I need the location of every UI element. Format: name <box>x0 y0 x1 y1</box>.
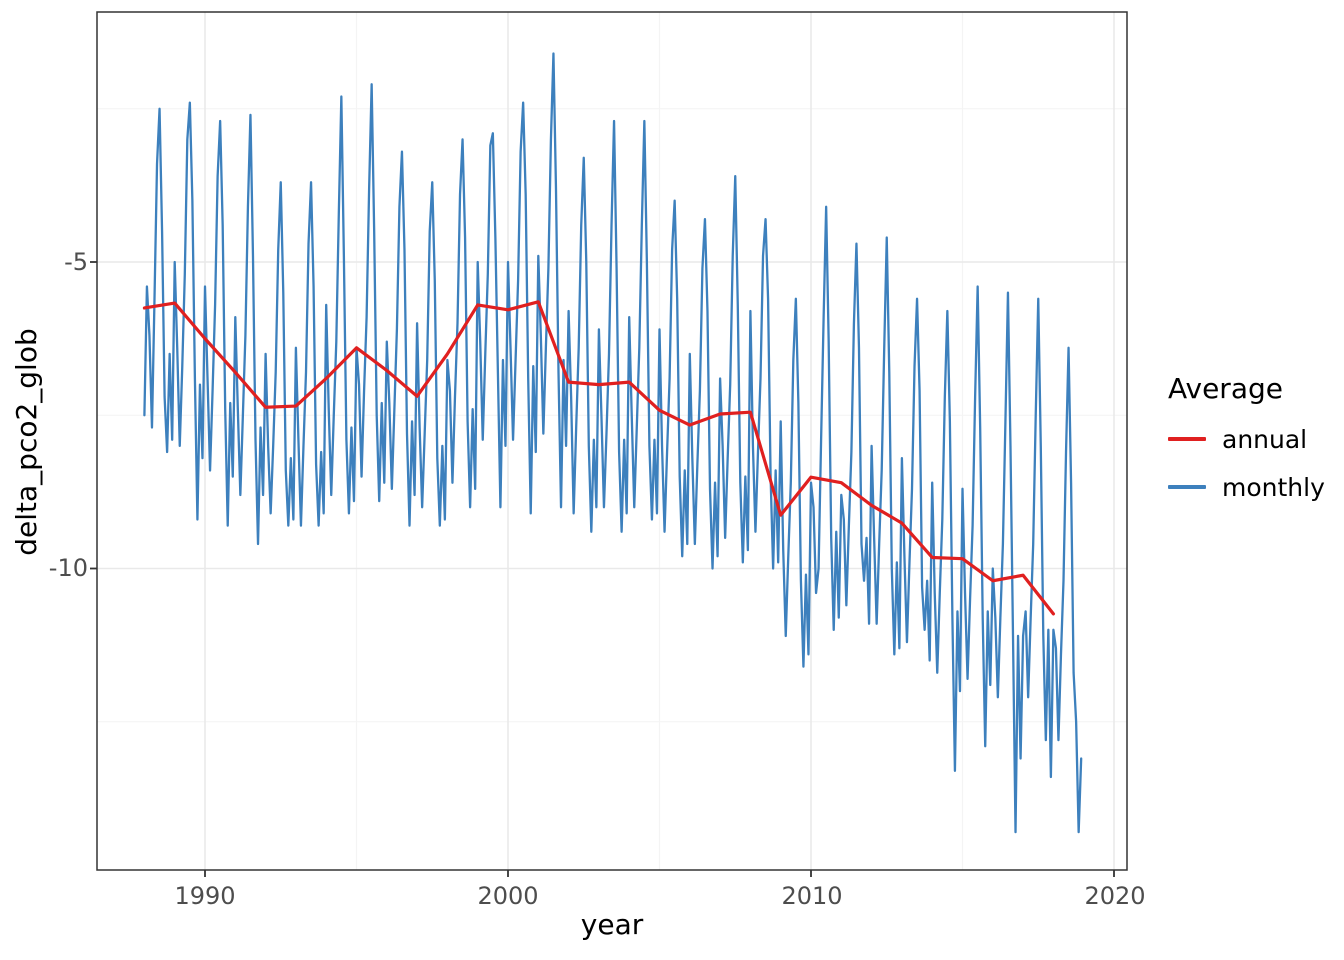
y-tick-label: -10 <box>48 554 88 582</box>
panel-border <box>96 11 1128 871</box>
legend: Average annual monthly <box>1168 372 1325 502</box>
legend-item-monthly: monthly <box>1168 472 1325 502</box>
y-axis-title: delta_pco2_glob <box>10 328 43 556</box>
monthly-line-swatch-icon <box>1168 485 1206 489</box>
x-tick-label: 2010 <box>781 882 843 910</box>
x-tick-label: 2000 <box>477 882 539 910</box>
x-tick-label: 2020 <box>1084 882 1146 910</box>
monthly-line <box>143 52 1083 834</box>
legend-item-label: annual <box>1222 424 1308 454</box>
legend-item-label: monthly <box>1222 472 1325 502</box>
legend-item-annual: annual <box>1168 424 1325 454</box>
legend-title: Average <box>1168 372 1283 405</box>
x-axis-title: year <box>580 908 644 941</box>
y-tick-label: -5 <box>64 248 88 276</box>
x-tick-label: 1990 <box>174 882 236 910</box>
annual-line-swatch-icon <box>1168 437 1206 441</box>
annual-line <box>142 300 1056 616</box>
